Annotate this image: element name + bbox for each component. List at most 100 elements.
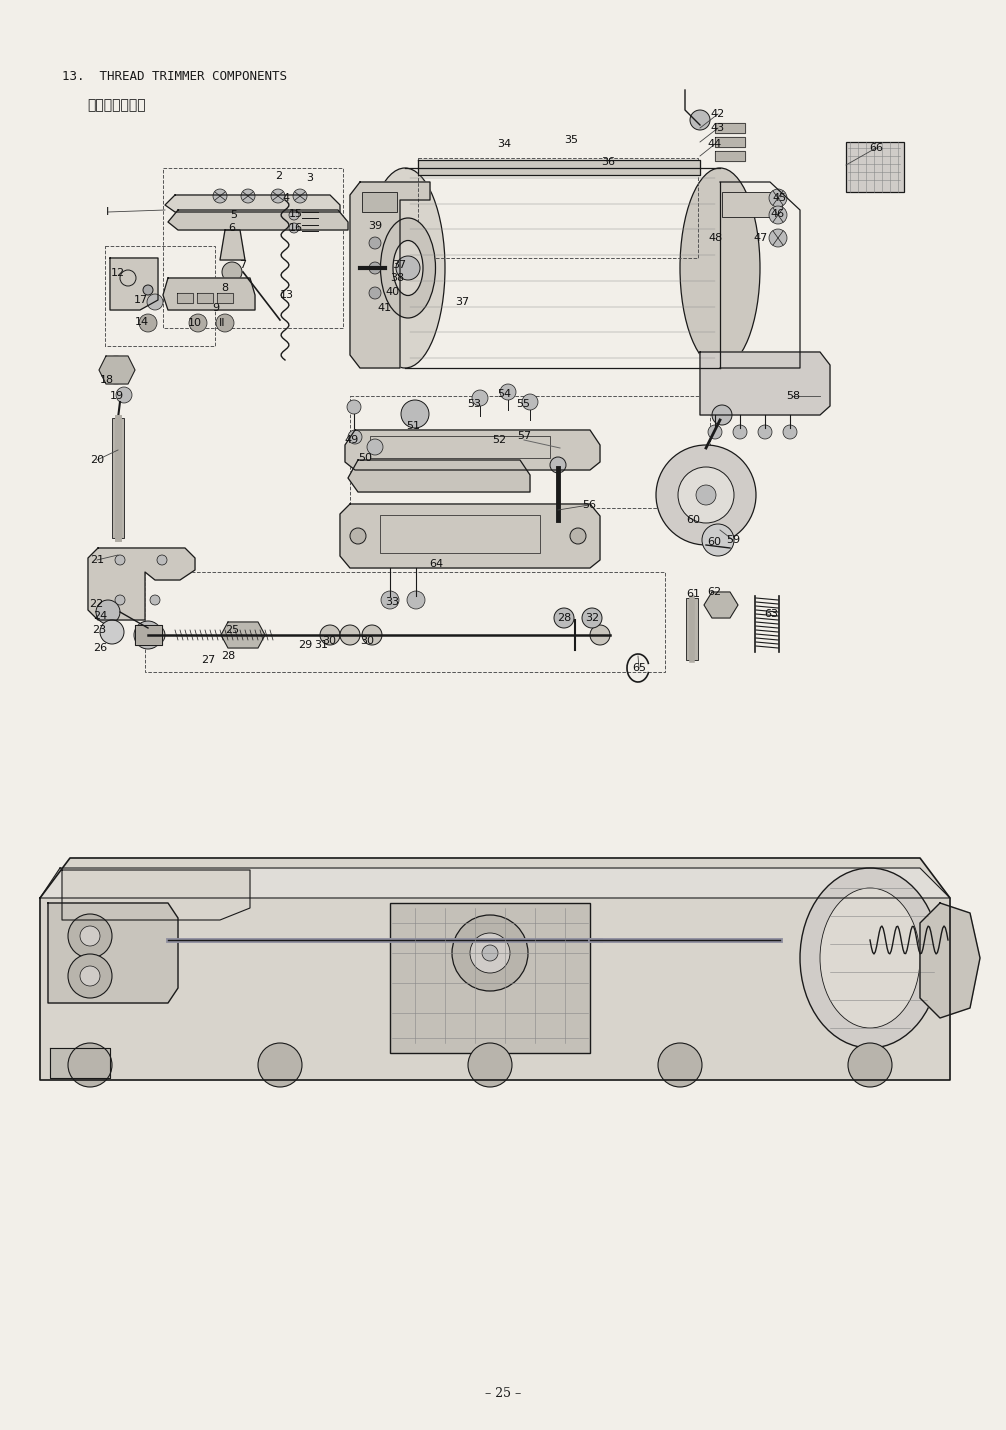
Circle shape (367, 439, 383, 455)
Polygon shape (99, 356, 135, 385)
Circle shape (407, 591, 425, 609)
Circle shape (157, 555, 167, 565)
Circle shape (369, 287, 381, 299)
Circle shape (369, 262, 381, 275)
Circle shape (396, 256, 420, 280)
Text: 35: 35 (564, 134, 578, 144)
Ellipse shape (680, 167, 760, 368)
Circle shape (702, 523, 734, 556)
Circle shape (320, 625, 340, 645)
Circle shape (241, 189, 255, 203)
Text: 6: 6 (228, 223, 235, 233)
Circle shape (550, 458, 566, 473)
Circle shape (289, 210, 299, 220)
Circle shape (68, 914, 112, 958)
Text: 30: 30 (360, 636, 374, 646)
Text: 31: 31 (314, 641, 328, 651)
Circle shape (696, 485, 716, 505)
Circle shape (381, 591, 399, 609)
Text: 33: 33 (385, 596, 399, 606)
Circle shape (769, 229, 787, 247)
Circle shape (369, 237, 381, 249)
Circle shape (134, 621, 162, 649)
Bar (350, 396, 710, 508)
Text: 4: 4 (283, 193, 290, 203)
Polygon shape (920, 902, 980, 1018)
Text: 13.  THREAD TRIMMER COMPONENTS: 13. THREAD TRIMMER COMPONENTS (62, 70, 287, 83)
Bar (105, 246, 215, 346)
Text: 19: 19 (110, 390, 124, 400)
Text: 27: 27 (201, 655, 215, 665)
Polygon shape (220, 230, 245, 260)
Circle shape (348, 430, 362, 443)
Circle shape (96, 601, 120, 623)
Circle shape (145, 625, 165, 645)
Ellipse shape (800, 868, 940, 1048)
Text: 23: 23 (92, 625, 106, 635)
Text: 14: 14 (135, 317, 149, 327)
Circle shape (115, 555, 125, 565)
Bar (390, 902, 590, 1052)
Text: 63: 63 (764, 609, 778, 619)
Circle shape (289, 223, 299, 233)
Text: 42: 42 (711, 109, 725, 119)
Circle shape (733, 425, 747, 439)
Text: 7: 7 (239, 260, 246, 270)
Polygon shape (110, 257, 158, 310)
Circle shape (68, 1042, 112, 1087)
Text: 45: 45 (773, 193, 787, 203)
Polygon shape (62, 869, 250, 919)
Polygon shape (163, 277, 255, 310)
Circle shape (783, 425, 797, 439)
Circle shape (582, 608, 602, 628)
Text: 37: 37 (455, 297, 469, 307)
Circle shape (712, 405, 732, 425)
Text: 26: 26 (93, 644, 107, 654)
Bar (722, 192, 782, 217)
Circle shape (522, 395, 538, 410)
Text: 38: 38 (390, 273, 404, 283)
Text: 46: 46 (771, 209, 785, 219)
Circle shape (116, 388, 132, 403)
Circle shape (554, 608, 574, 628)
Bar (362, 192, 397, 212)
Polygon shape (221, 622, 265, 648)
Text: 24: 24 (93, 611, 107, 621)
Circle shape (401, 400, 429, 428)
Text: 52: 52 (492, 435, 506, 445)
Circle shape (139, 315, 157, 332)
Text: II: II (218, 317, 225, 327)
Text: 34: 34 (497, 139, 511, 149)
Text: 28: 28 (557, 613, 571, 623)
Text: 16: 16 (289, 223, 303, 233)
Text: 9: 9 (212, 303, 219, 313)
Polygon shape (168, 210, 348, 230)
Text: 12: 12 (111, 267, 125, 277)
Bar (370, 436, 550, 458)
Text: 29: 29 (298, 641, 312, 651)
Polygon shape (700, 352, 830, 415)
Text: 22: 22 (89, 599, 104, 609)
Text: 60: 60 (686, 515, 700, 525)
Text: 3: 3 (307, 173, 314, 183)
Text: 36: 36 (601, 157, 615, 167)
Circle shape (216, 315, 234, 332)
Text: 44: 44 (708, 139, 722, 149)
Circle shape (500, 385, 516, 400)
Bar (145, 572, 665, 672)
Text: 50: 50 (358, 453, 372, 463)
Text: 18: 18 (100, 375, 114, 385)
Polygon shape (350, 182, 430, 368)
Bar (846, 142, 904, 192)
Circle shape (222, 262, 242, 282)
Polygon shape (135, 625, 162, 645)
Circle shape (468, 1042, 512, 1087)
Polygon shape (50, 1048, 110, 1078)
Circle shape (758, 425, 772, 439)
Text: 25: 25 (225, 625, 239, 635)
Circle shape (150, 595, 160, 605)
Text: 54: 54 (497, 389, 511, 399)
Circle shape (452, 915, 528, 991)
Polygon shape (418, 160, 700, 174)
Ellipse shape (365, 167, 445, 368)
